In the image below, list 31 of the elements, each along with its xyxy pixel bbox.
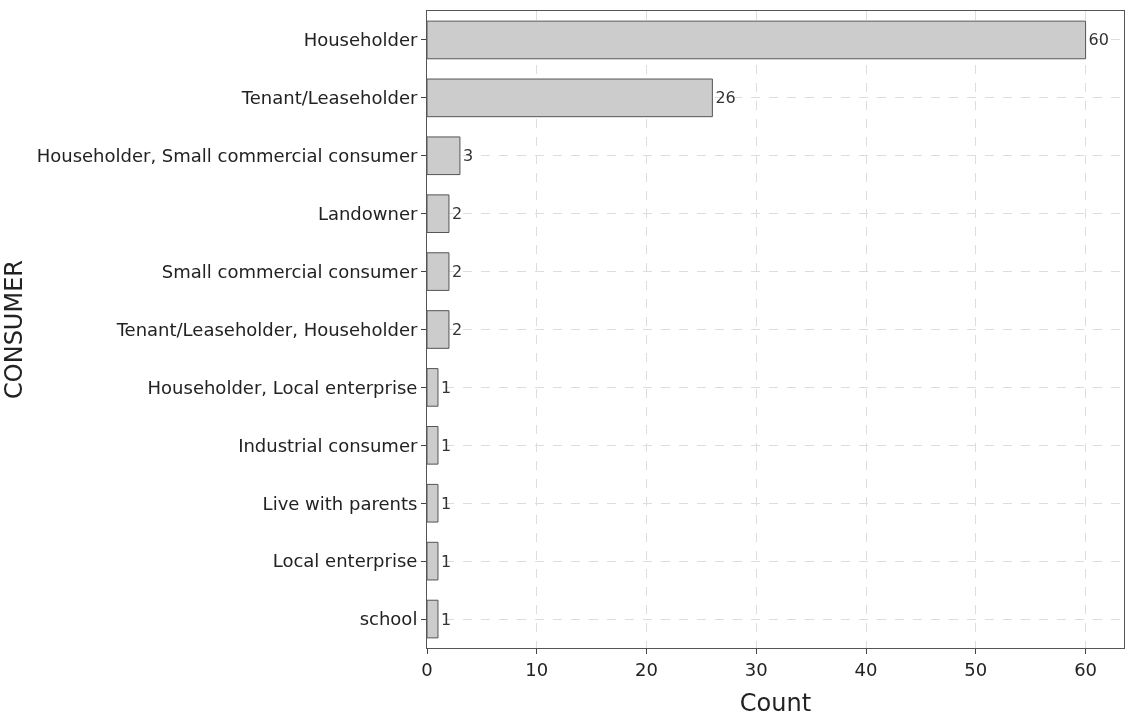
data-label: 2 (451, 262, 463, 282)
data-label: 2 (451, 204, 463, 224)
y-tick-label: Small commercial consumer (161, 260, 418, 282)
x-tick-label: 50 (964, 658, 988, 680)
y-tick-label: Householder, Small commercial consumer (36, 145, 418, 167)
data-label: 3 (462, 146, 474, 166)
y-axis-title: CONSUMER (0, 260, 28, 399)
y-tick-label: Tenant/Leaseholder (240, 87, 418, 109)
data-label: 1 (440, 493, 452, 513)
data-label: 1 (440, 377, 452, 397)
x-axis-title: Count (739, 688, 812, 717)
x-tick-label: 0 (421, 658, 433, 680)
y-tick-label: school (359, 608, 418, 630)
x-tick-label: 30 (744, 658, 768, 680)
y-tick-label: Tenant/Leaseholder, Householder (115, 318, 418, 340)
y-tick-label: Householder, Local enterprise (147, 376, 418, 398)
y-tick-label: Live with parents (262, 492, 418, 514)
data-label: 1 (440, 435, 452, 455)
y-tick-label: Landowner (317, 202, 418, 224)
x-tick-label: 10 (525, 658, 549, 680)
data-label: 26 (715, 88, 736, 108)
data-label: 2 (451, 320, 463, 339)
data-label: 60 (1088, 30, 1109, 50)
x-tick-label: 20 (635, 658, 658, 680)
x-tick-label: 60 (1074, 658, 1098, 680)
x-tick-label: 40 (854, 658, 878, 680)
y-tick-label: Local enterprise (272, 550, 418, 572)
data-label: 1 (440, 609, 452, 629)
y-tick-label: Householder (303, 29, 418, 51)
y-tick-label: Industrial consumer (238, 434, 418, 456)
data-label: 1 (440, 551, 452, 571)
